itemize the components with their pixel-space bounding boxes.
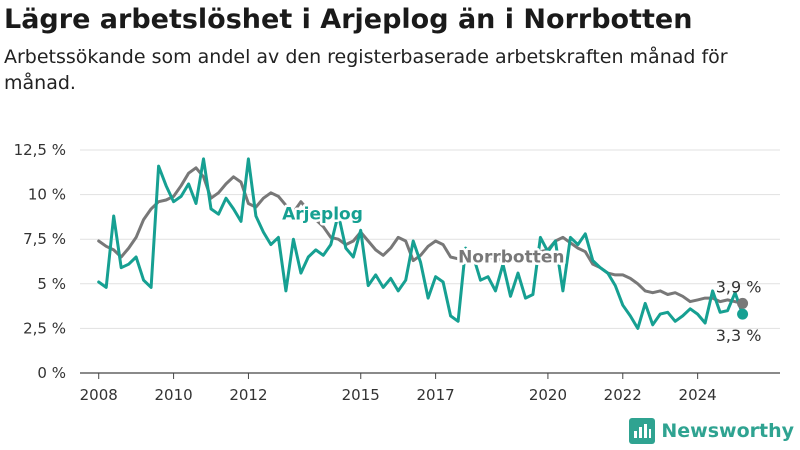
x-tick-label: 2024 [679, 386, 717, 404]
y-tick-label: 12,5 % [14, 141, 66, 159]
end-label-arjeplog: 3,3 % [716, 326, 762, 345]
x-tick-label: 2015 [342, 386, 380, 404]
chart-subtitle: Arbetssökande som andel av den registerb… [4, 46, 728, 94]
x-tick-label: 2008 [80, 386, 118, 404]
newsworthy-logo: Newsworthy [629, 418, 794, 444]
x-tick-label: 2020 [529, 386, 567, 404]
y-tick-label: 0 % [37, 364, 66, 382]
series-label-halo: Arjeplog [282, 205, 363, 225]
x-tick-label: 2017 [417, 386, 455, 404]
series-line-norrbotten [97, 166, 745, 305]
end-point-norrbotten [737, 297, 749, 309]
y-tick-label: 7,5 % [23, 230, 66, 248]
y-tick-label: 2,5 % [23, 319, 66, 337]
bar-chart-logo-icon [629, 418, 656, 444]
brand-name: Newsworthy [661, 420, 794, 442]
x-tick-label: 2022 [604, 386, 642, 404]
series-label-arjeplog: Arjeplog [282, 205, 363, 225]
end-label-norrbotten: 3,9 % [716, 277, 762, 296]
y-tick-label: 5 % [37, 275, 66, 293]
chart-title: Lägre arbetslöshet i Arjeplog än i Norrb… [4, 4, 693, 35]
y-tick-label: 10 % [28, 186, 66, 204]
series-label-norrbotten: Norrbotten [458, 247, 564, 267]
series-label-halo: Norrbotten [458, 247, 564, 267]
end-point-arjeplog [737, 308, 749, 320]
x-tick-label: 2012 [229, 386, 267, 404]
series-line-arjeplog [97, 157, 745, 330]
x-tick-label: 2010 [154, 386, 192, 404]
